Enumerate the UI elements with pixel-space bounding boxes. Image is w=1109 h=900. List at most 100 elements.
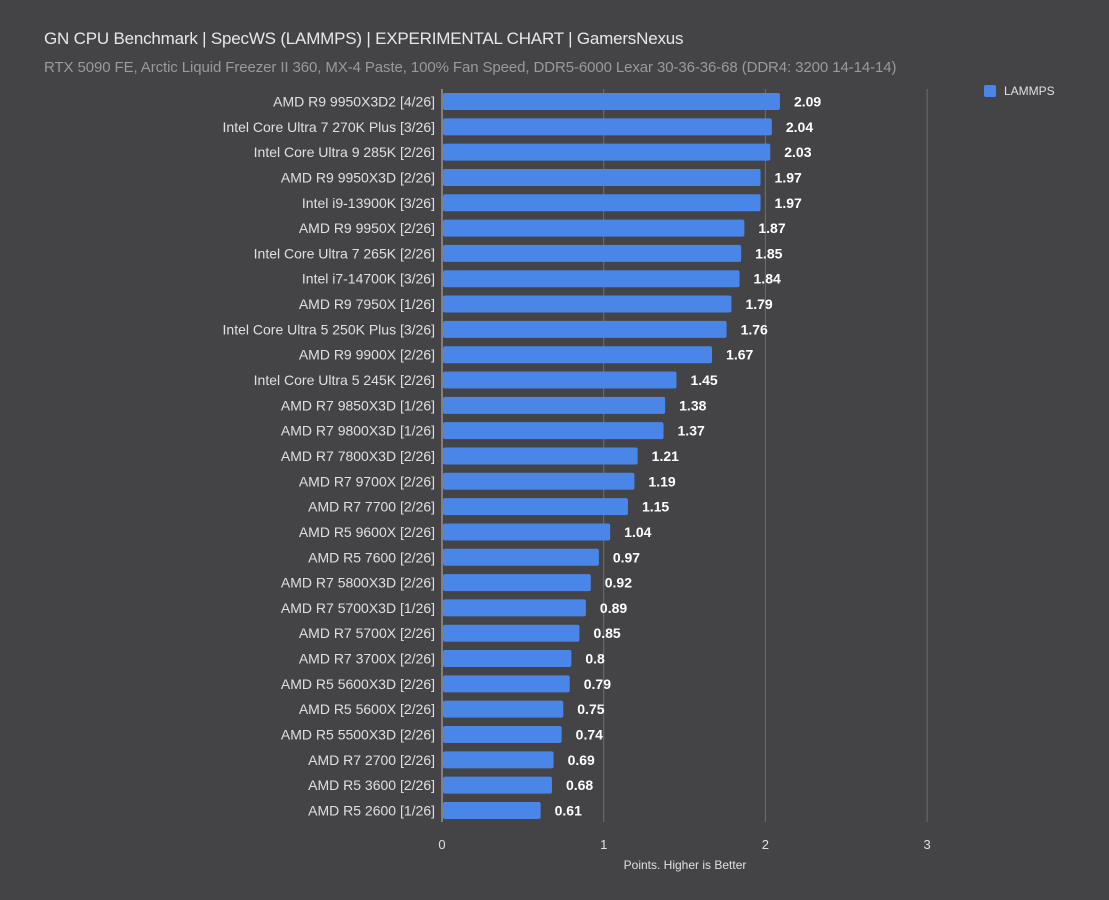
bar [443,143,771,161]
bar [443,624,580,642]
category-label: AMD R7 9850X3D [1/26] [281,397,435,413]
value-label: 1.37 [678,423,705,439]
category-label: AMD R9 9900X [2/26] [299,347,435,363]
legend: LAMMPS [984,84,1055,98]
bars [443,93,780,819]
chart-title: GN CPU Benchmark | SpecWS (LAMMPS) | EXP… [44,29,684,48]
category-label: Intel Core Ultra 5 250K Plus [3/26] [223,321,435,337]
category-label: AMD R7 7700 [2/26] [308,499,435,515]
value-label: 1.45 [690,372,717,388]
category-label: AMD R7 2700 [2/26] [308,752,435,768]
value-label: 0.85 [593,625,620,641]
category-label: AMD R5 5600X [2/26] [299,701,435,717]
category-label: AMD R5 5600X3D [2/26] [281,676,435,692]
x-axis-label: Points. Higher is Better [624,858,747,872]
bar [443,472,635,490]
value-label: 1.97 [775,195,802,211]
value-label: 0.69 [568,752,595,768]
value-label: 1.97 [775,169,802,185]
category-label: Intel i9-13900K [3/26] [302,195,435,211]
value-label: 1.04 [624,524,651,540]
bar [443,548,599,566]
value-label: 2.03 [784,144,811,160]
category-label: Intel Core Ultra 5 245K [2/26] [254,372,435,388]
bar [443,726,562,743]
bar [443,776,552,794]
chart-subtitle: RTX 5090 FE, Arctic Liquid Freezer II 36… [44,59,897,76]
value-label: 0.61 [555,802,582,818]
bar [443,93,780,110]
category-label: AMD R5 5500X3D [2/26] [281,727,435,743]
bar [443,574,591,592]
bar [443,346,713,364]
value-label: 1.85 [755,245,782,261]
category-labels: AMD R9 9950X3D2 [4/26] Intel Core Ultra 7… [223,94,435,819]
value-label: 0.97 [613,549,640,565]
value-label: 1.67 [726,347,753,363]
value-label: 0.89 [600,600,627,616]
value-label: 0.74 [576,727,603,743]
value-label: 2.09 [794,94,821,110]
value-label: 1.21 [652,448,679,464]
category-label: AMD R9 9950X [2/26] [299,220,435,236]
x-tick-label: 0 [438,837,445,852]
bar [443,498,628,516]
value-label: 1.15 [642,499,669,515]
bar [443,447,638,465]
value-label: 1.76 [741,321,768,337]
bar [443,194,761,212]
legend-swatch-lammps [984,85,996,97]
x-tick-label: 1 [600,837,607,852]
bar [443,244,742,262]
category-label: AMD R7 5800X3D [2/26] [281,575,435,591]
value-label: 1.79 [745,296,772,312]
category-label: Intel Core Ultra 9 285K [2/26] [254,144,435,160]
value-label: 0.68 [566,777,593,793]
bar [443,295,732,313]
category-label: AMD R5 9600X [2/26] [299,524,435,540]
bar [443,118,772,136]
category-label: AMD R5 7600 [2/26] [308,549,435,565]
x-tick-label: 3 [923,837,930,852]
bar [443,801,541,819]
value-label: 1.38 [679,397,706,413]
category-label: AMD R7 3700X [2/26] [299,651,435,667]
value-label: 0.79 [584,676,611,692]
category-label: AMD R7 5700X [2/26] [299,625,435,641]
bar [443,700,564,718]
category-label: Intel Core Ultra 7 265K [2/26] [254,245,435,261]
bar [443,675,570,693]
category-label: AMD R5 2600 [1/26] [308,802,435,818]
bar [443,168,761,186]
value-labels: 2.09 2.04 2.03 1.97 1.97 1.87 1.85 1.84 1.79 1.76… [555,94,822,819]
x-tick-label: 2 [762,837,769,852]
value-label: 2.04 [786,119,813,135]
category-label: AMD R9 9950X3D [2/26] [281,169,435,185]
category-label: AMD R5 3600 [2/26] [308,777,435,793]
category-label: AMD R9 7950X [1/26] [299,296,435,312]
category-label: Intel i7-14700K [3/26] [302,271,435,287]
category-label: AMD R9 9950X3D2 [4/26] [273,94,435,110]
bar [443,270,740,288]
value-label: 1.87 [758,220,785,236]
bar [443,523,611,541]
value-label: 0.8 [585,651,605,667]
category-label: AMD R7 9700X [2/26] [299,473,435,489]
bar [443,320,727,338]
bar [443,422,664,440]
bar [443,751,554,769]
category-label: Intel Core Ultra 7 270K Plus [3/26] [223,119,435,135]
bar [443,371,677,389]
value-label: 1.84 [754,271,781,287]
value-label: 1.19 [648,473,675,489]
bar [443,599,586,617]
x-tick-labels: 0 1 2 3 [438,837,930,852]
category-label: AMD R7 7800X3D [2/26] [281,448,435,464]
bar [443,219,745,237]
category-label: AMD R7 5700X3D [1/26] [281,600,435,616]
legend-label-lammps: LAMMPS [1004,84,1055,98]
bar [443,396,666,414]
bar [443,650,572,668]
value-label: 0.75 [577,701,604,717]
